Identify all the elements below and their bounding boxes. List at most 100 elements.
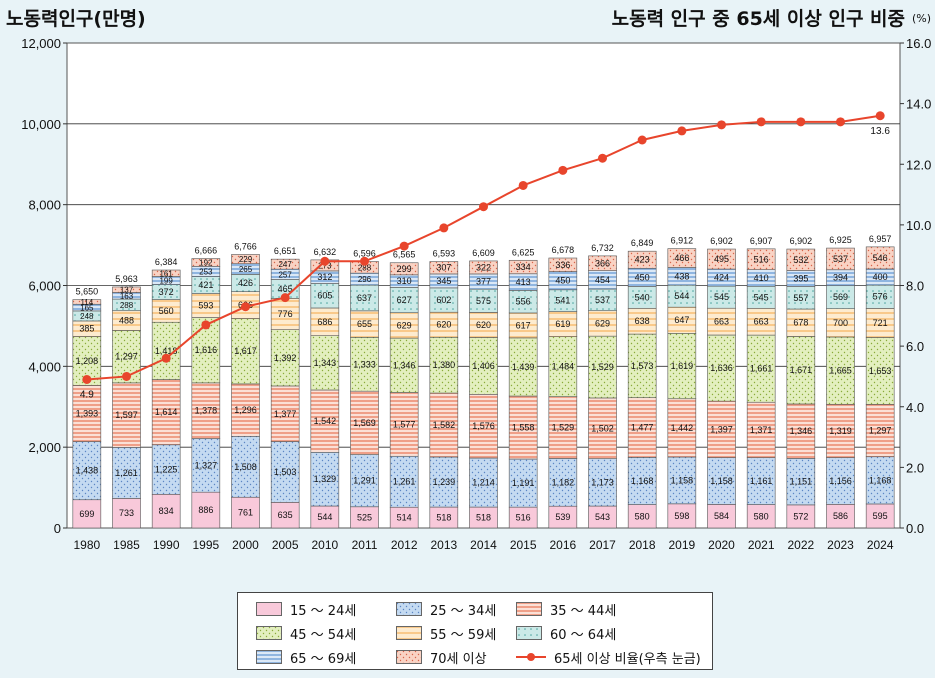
total-label: 6,732 xyxy=(591,243,614,253)
segment-label: 1,182 xyxy=(552,477,575,487)
segment-label: 265 xyxy=(239,265,253,274)
bar-segment xyxy=(270,329,300,387)
x-tick-label: 2016 xyxy=(549,538,576,552)
x-tick-label: 1985 xyxy=(113,538,140,552)
x-tick-label: 1980 xyxy=(73,538,100,552)
segment-label: 886 xyxy=(198,505,213,515)
segment-label: 605 xyxy=(317,291,332,301)
legend-label: 70세 이상 xyxy=(430,651,487,667)
segment-label: 525 xyxy=(357,512,372,522)
segment-label: 1,346 xyxy=(393,360,416,370)
legend-label: 65 ～ 69세 xyxy=(290,651,357,667)
segment-label: 1,297 xyxy=(869,426,892,436)
bar-segment xyxy=(112,498,141,529)
segment-label: 647 xyxy=(674,315,689,325)
bar-segment xyxy=(548,458,578,507)
segment-label: 586 xyxy=(833,511,848,521)
segment-label: 620 xyxy=(436,320,451,330)
segment-label: 595 xyxy=(873,511,888,521)
legend-item-60-64: 60 ～ 64세 xyxy=(516,623,616,643)
segment-label: 488 xyxy=(119,316,134,326)
segment-label: 1,173 xyxy=(591,477,614,487)
segment-label: 247 xyxy=(278,260,292,269)
segment-label: 543 xyxy=(595,512,610,522)
legend-item-55-59: 55 ～ 59세 xyxy=(396,623,496,643)
bar-segment xyxy=(469,457,498,508)
segment-label: 1,616 xyxy=(195,345,218,355)
segment-label: 1,377 xyxy=(274,409,297,419)
segment-label: 1,671 xyxy=(790,365,813,375)
bar-segment xyxy=(231,254,260,265)
segment-label: 400 xyxy=(873,272,888,282)
bar-segment xyxy=(826,403,855,458)
segment-label: 545 xyxy=(754,292,769,302)
bar-segment xyxy=(310,307,340,336)
left-tick-label: 4,000 xyxy=(28,359,61,374)
segment-label: 1,291 xyxy=(353,476,376,486)
bar-segment xyxy=(72,385,102,442)
bar-segment xyxy=(310,335,340,391)
bar-segment xyxy=(786,336,816,405)
segment-label: 721 xyxy=(873,318,888,328)
ratio-point xyxy=(598,153,607,163)
segment-label: 620 xyxy=(476,320,491,330)
segment-label: 1,261 xyxy=(115,468,138,478)
segment-label: 686 xyxy=(317,317,332,327)
bar-segment xyxy=(746,457,776,505)
x-tick-label: 2020 xyxy=(708,538,735,552)
segment-label: 556 xyxy=(516,297,531,307)
ratio-point xyxy=(241,302,250,312)
total-label: 6,565 xyxy=(393,250,416,260)
bar-segment xyxy=(707,457,736,505)
bar-segment xyxy=(627,397,657,458)
segment-label: 1,636 xyxy=(710,363,733,373)
segment-label: 518 xyxy=(436,513,451,523)
right-tick-label: 4.0 xyxy=(906,400,924,415)
segment-label: 678 xyxy=(793,318,808,328)
segment-label: 637 xyxy=(357,293,372,303)
bar-segment xyxy=(826,336,855,405)
bar-segment xyxy=(270,441,300,503)
bar-segment xyxy=(389,312,419,339)
legend-item-35-44: 35 ～ 44세 xyxy=(516,599,616,619)
bar-segment xyxy=(588,335,617,399)
segment-label: 192 xyxy=(199,258,213,267)
segment-label: 1,614 xyxy=(155,407,178,417)
bar-segment xyxy=(112,447,141,499)
segment-label: 569 xyxy=(833,292,848,302)
x-tick-label: 2023 xyxy=(827,538,854,552)
segment-label: 546 xyxy=(873,253,888,263)
bar-segment xyxy=(786,248,816,271)
total-label: 5,650 xyxy=(76,287,99,297)
chart-title: 노동력 인구 중 65세 이상 인구 비중 xyxy=(611,8,905,30)
left-tick-label: 2,000 xyxy=(28,440,61,455)
x-tick-label: 2012 xyxy=(391,538,418,552)
segment-label: 761 xyxy=(238,508,253,518)
total-label: 6,849 xyxy=(631,238,654,248)
segment-label: 733 xyxy=(119,508,134,518)
segment-label: 423 xyxy=(635,255,650,265)
ratio-point xyxy=(836,117,845,127)
legend-label: 55 ～ 59세 xyxy=(430,627,497,643)
bar-segment xyxy=(508,259,538,275)
segment-label: 655 xyxy=(357,319,372,329)
segment-label: 1,214 xyxy=(472,478,495,488)
bar-segment xyxy=(72,499,102,529)
total-label: 6,925 xyxy=(829,235,852,245)
segment-label: 345 xyxy=(436,276,451,286)
bar-segment xyxy=(429,261,459,275)
total-label: 5,963 xyxy=(115,274,138,284)
segment-label: 1,573 xyxy=(631,361,654,371)
bar-segment xyxy=(786,308,816,337)
segment-label: 253 xyxy=(199,267,213,276)
x-tick-label: 2019 xyxy=(668,538,695,552)
segment-label: 1,371 xyxy=(750,425,773,435)
segment-label: 834 xyxy=(159,506,174,516)
bar-segment xyxy=(707,400,736,458)
segment-label: 699 xyxy=(79,509,94,519)
x-tick-label: 2000 xyxy=(232,538,259,552)
segment-label: 1,156 xyxy=(829,476,852,486)
bar-segment xyxy=(746,248,776,270)
right-tick-label: 10.0 xyxy=(906,218,931,233)
